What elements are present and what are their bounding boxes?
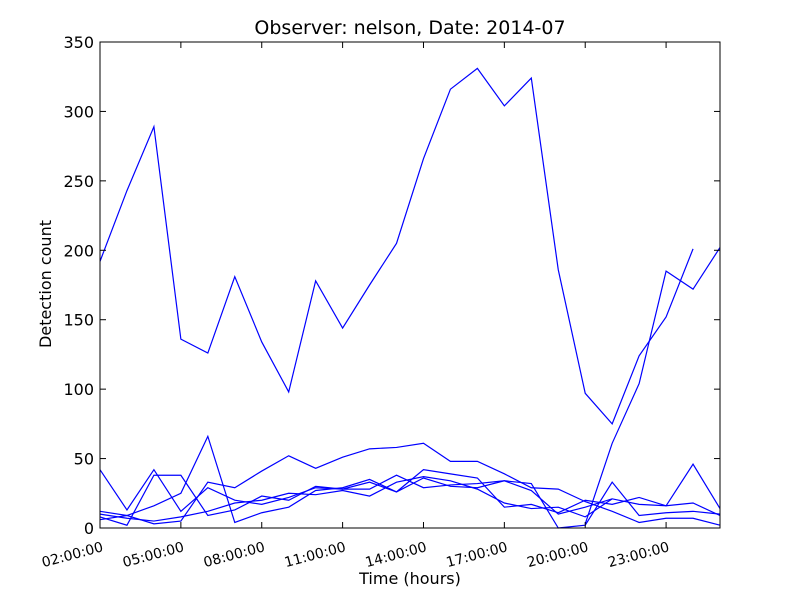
series-line-2 <box>584 247 721 525</box>
series-line-1 <box>99 67 694 425</box>
y-tick-label: 50 <box>74 450 94 469</box>
series-layer <box>99 67 721 529</box>
y-tick-label: 200 <box>63 241 94 260</box>
y-tick-label: 100 <box>63 380 94 399</box>
y-tick-label: 250 <box>63 172 94 191</box>
y-tick-label: 350 <box>63 33 94 52</box>
chart-title: Observer: nelson, Date: 2014-07 <box>254 17 565 39</box>
x-axis-label: Time (hours) <box>358 569 461 588</box>
plot-area <box>100 42 720 528</box>
series-line-7 <box>99 476 613 522</box>
series-line-5 <box>99 434 721 524</box>
y-tick-label: 0 <box>84 519 94 538</box>
series-line-4 <box>99 463 721 526</box>
y-axis-label: Detection count <box>36 220 55 348</box>
plot-frame <box>99 41 721 529</box>
series-line-6 <box>99 442 721 526</box>
y-tick-label: 150 <box>63 311 94 330</box>
y-tick-label: 300 <box>63 102 94 121</box>
